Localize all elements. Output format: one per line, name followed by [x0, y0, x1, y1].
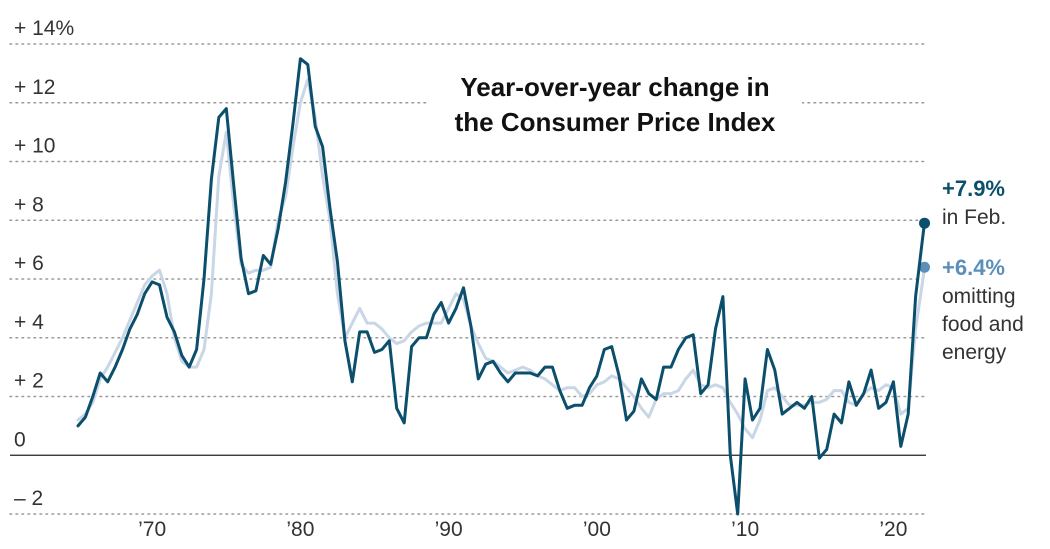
series-layer — [76, 57, 931, 516]
headline-cpi-value: +7.9% — [942, 176, 1005, 201]
title-line-1: Year-over-year change in — [460, 72, 769, 102]
y-axis-ticks: + 14% + 12 + 10 + 8 + 6 + 4 + 2 0 – 2 — [14, 17, 74, 510]
core-cpi-end-label: +6.4% omitting food and energy — [942, 255, 1024, 364]
y-tick-label: + 6 — [14, 252, 44, 275]
y-tick-label: 0 — [14, 428, 26, 451]
chart-title: Year-over-year change in the Consumer Pr… — [428, 68, 802, 144]
y-tick-label: + 10 — [14, 135, 55, 158]
title-background — [428, 68, 802, 144]
y-tick-label: + 12 — [14, 76, 55, 99]
core-cpi-label-line-1: omitting — [942, 285, 1016, 308]
y-tick-label: + 2 — [14, 370, 44, 393]
x-tick-label: ’00 — [583, 518, 611, 541]
headline-cpi-line — [76, 57, 926, 516]
core-cpi-label-line-3: energy — [942, 341, 1007, 364]
x-tick-label: ’10 — [731, 518, 759, 541]
y-tick-label: + 14% — [14, 17, 74, 40]
x-axis-ticks: ’70 ’80 ’90 ’00 ’10 ’20 — [138, 518, 907, 541]
core-cpi-end-point — [919, 261, 931, 273]
x-tick-label: ’80 — [286, 518, 314, 541]
y-tick-label: + 4 — [14, 311, 44, 334]
x-tick-label: ’70 — [138, 518, 166, 541]
x-tick-label: ’20 — [879, 518, 907, 541]
core-cpi-line — [76, 77, 926, 440]
core-cpi-value: +6.4% — [942, 255, 1005, 280]
title-line-2: the Consumer Price Index — [455, 107, 776, 137]
headline-cpi-end-label: +7.9% in Feb. — [942, 176, 1006, 229]
y-tick-label: + 8 — [14, 193, 44, 216]
x-tick-label: ’90 — [435, 518, 463, 541]
core-cpi-label-line-2: food and — [942, 313, 1024, 336]
headline-cpi-end-point — [919, 217, 931, 229]
y-tick-label: – 2 — [14, 487, 43, 510]
headline-cpi-label-line-1: in Feb. — [942, 206, 1006, 229]
